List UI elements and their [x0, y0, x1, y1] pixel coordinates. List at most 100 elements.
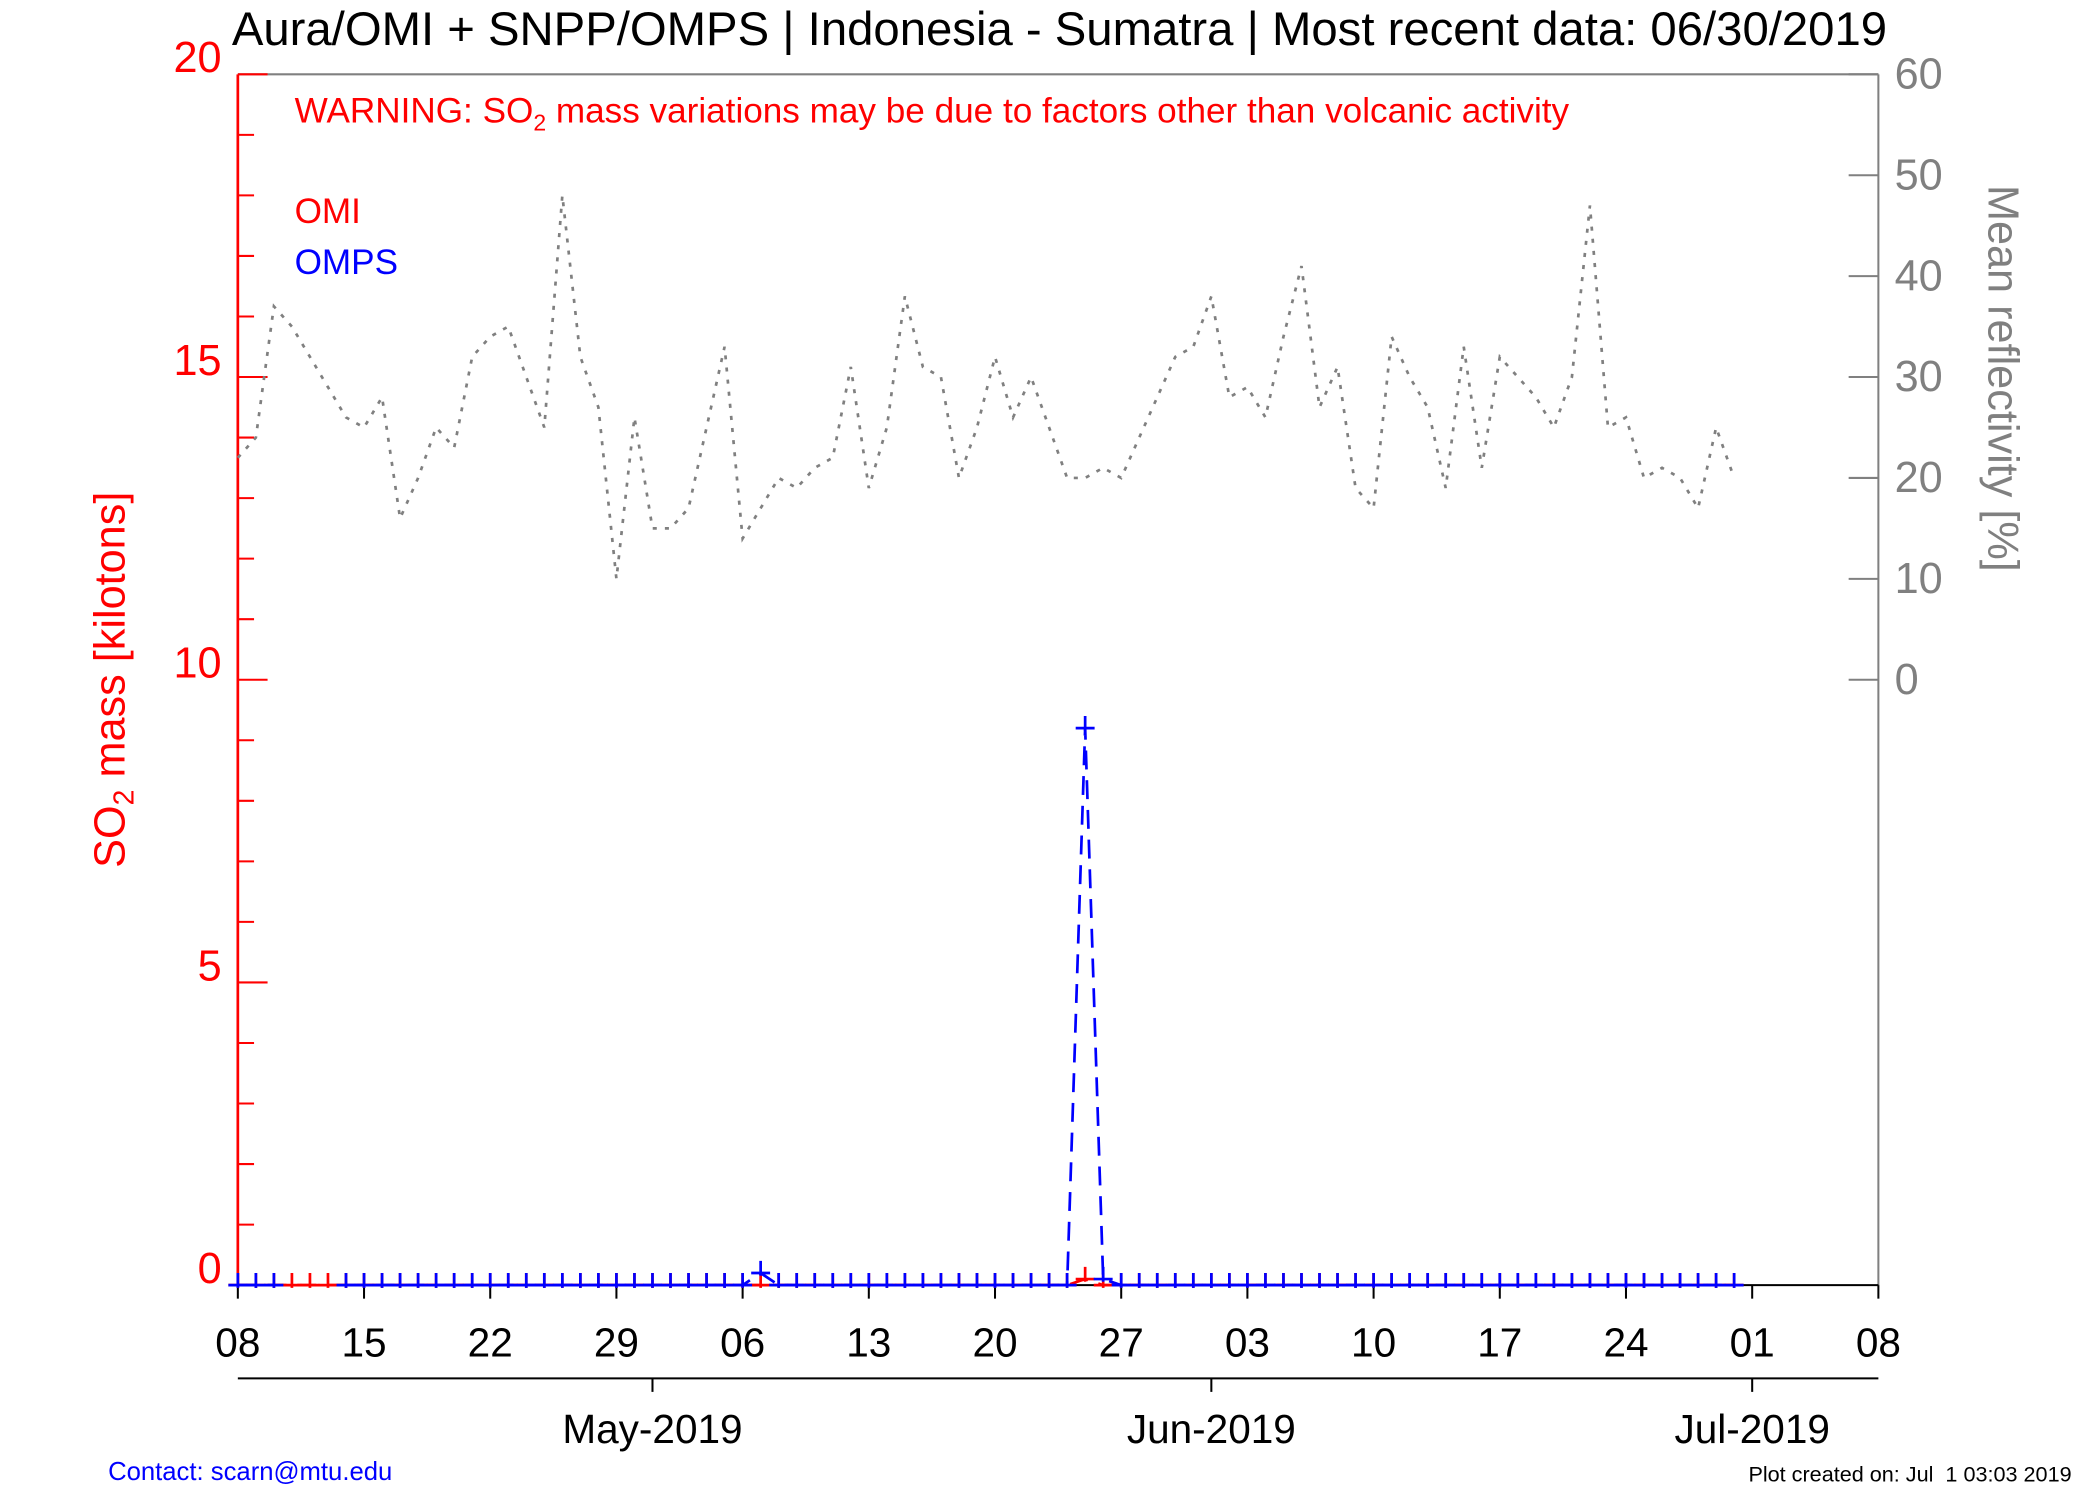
- y2-axis-label: Mean reflectivity [%]: [1979, 185, 2027, 572]
- marker: [1039, 1272, 1059, 1288]
- marker: [462, 1272, 482, 1288]
- chart-title: Aura/OMI + SNPP/OMPS | Indonesia - Sumat…: [232, 3, 1887, 56]
- y-axis-label: SO2 mass [kilotons]: [87, 492, 140, 868]
- marker: [1219, 1272, 1239, 1288]
- marker: [1688, 1272, 1708, 1288]
- marker: [1634, 1272, 1654, 1288]
- marker: [643, 1272, 662, 1288]
- marker: [1003, 1272, 1023, 1288]
- marker: [588, 1272, 608, 1288]
- warning-text: mass variations may be due to factors ot…: [546, 92, 1569, 131]
- marker: [1129, 1272, 1149, 1288]
- marker: [480, 1272, 500, 1288]
- marker: [1706, 1272, 1726, 1288]
- marker: [1616, 1272, 1636, 1288]
- x-tick-label: 08: [1856, 1320, 1901, 1366]
- marker: [697, 1272, 717, 1288]
- y-tick-label: 15: [174, 337, 222, 385]
- warning-text: WARNING: SO: [295, 92, 534, 131]
- x-tick-label: 15: [341, 1320, 386, 1366]
- marker: [1652, 1272, 1672, 1288]
- x-tick-label: 17: [1477, 1320, 1522, 1366]
- marker: [516, 1272, 536, 1288]
- x-tick-label: 20: [972, 1320, 1017, 1366]
- marker: [498, 1272, 518, 1288]
- marker: [1075, 1266, 1095, 1282]
- marker: [1508, 1272, 1528, 1288]
- marker: [679, 1272, 698, 1288]
- marker: [552, 1272, 572, 1288]
- marker: [300, 1272, 320, 1288]
- marker: [1346, 1272, 1366, 1288]
- series-line: [236, 195, 1736, 579]
- marker: [444, 1272, 464, 1288]
- marker: [1562, 1272, 1582, 1288]
- y-tick-label: 5: [198, 942, 222, 990]
- marker: [246, 1272, 266, 1288]
- marker: [1418, 1272, 1438, 1288]
- warning: WARNING: SO2 mass variations may be due …: [295, 92, 1570, 136]
- marker: [715, 1272, 735, 1288]
- x-tick-label: 06: [720, 1320, 765, 1366]
- marker: [805, 1272, 825, 1288]
- marker: [1670, 1272, 1690, 1288]
- marker: [1724, 1272, 1744, 1288]
- marker: [1183, 1272, 1203, 1288]
- y-tick-label: 20: [174, 34, 222, 82]
- x-tick-label: 13: [846, 1320, 891, 1366]
- marker: [949, 1272, 969, 1288]
- marker: [1147, 1272, 1167, 1288]
- marker: [967, 1272, 987, 1288]
- marker: [877, 1272, 897, 1288]
- y-tick-label: 10: [174, 640, 222, 688]
- marker: [985, 1272, 1005, 1288]
- marker: [1255, 1272, 1275, 1288]
- x-tick-label: 24: [1603, 1320, 1648, 1366]
- legend-entry: OMPS: [295, 243, 398, 282]
- y2-tick-label: 10: [1895, 555, 1943, 603]
- marker: [913, 1272, 933, 1288]
- marker: [661, 1272, 680, 1288]
- y-label-sub: 2: [108, 790, 140, 806]
- month-label: Jul-2019: [1674, 1406, 1829, 1452]
- marker: [1273, 1272, 1293, 1288]
- marker: [1093, 1266, 1113, 1282]
- y-tick-label: 0: [198, 1245, 222, 1293]
- marker: [570, 1272, 590, 1288]
- marker: [1328, 1272, 1347, 1288]
- marker: [823, 1272, 843, 1288]
- marker: [733, 1272, 753, 1288]
- marker: [1490, 1272, 1510, 1288]
- marker: [1237, 1272, 1257, 1288]
- marker: [282, 1272, 302, 1288]
- marker: [1382, 1272, 1402, 1288]
- contact: Contact: scarn@mtu.edu: [108, 1458, 392, 1486]
- marker: [1310, 1272, 1329, 1288]
- marker: [841, 1272, 861, 1288]
- legend-entry: OMI: [295, 192, 361, 231]
- marker: [1598, 1272, 1618, 1288]
- y2-tick-label: 30: [1895, 353, 1943, 401]
- x-tick-label: 01: [1730, 1320, 1775, 1366]
- marker: [1021, 1272, 1041, 1288]
- marker: [372, 1272, 392, 1288]
- x-tick-label: 10: [1351, 1320, 1396, 1366]
- marker: [1165, 1272, 1185, 1288]
- marker: [1364, 1272, 1384, 1288]
- marker: [624, 1272, 644, 1288]
- y2-tick-label: 60: [1895, 50, 1943, 98]
- y2-tick-label: 50: [1895, 151, 1943, 199]
- marker: [1075, 716, 1095, 731]
- month-label: May-2019: [562, 1406, 742, 1452]
- marker: [751, 1260, 771, 1276]
- marker: [1436, 1272, 1456, 1288]
- marker: [426, 1272, 446, 1288]
- marker: [1400, 1272, 1420, 1288]
- marker: [1292, 1272, 1311, 1288]
- marker: [787, 1272, 807, 1288]
- marker: [1472, 1272, 1492, 1288]
- marker: [390, 1272, 410, 1288]
- marker: [895, 1272, 915, 1288]
- marker: [1580, 1272, 1600, 1288]
